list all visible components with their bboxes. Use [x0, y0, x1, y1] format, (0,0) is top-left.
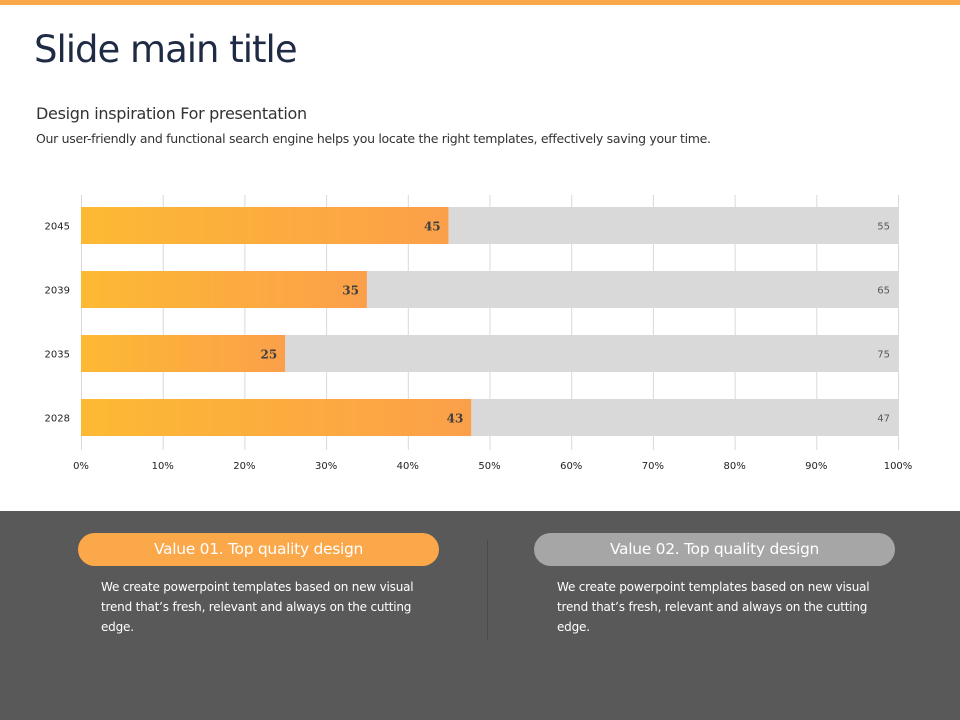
data-label-series1: 35	[342, 284, 359, 298]
x-tick-label: 100%	[884, 461, 913, 472]
x-tick-label: 90%	[805, 461, 827, 472]
y-category-label: 2039	[45, 286, 70, 297]
x-tick-label: 60%	[560, 461, 582, 472]
top-accent-bar	[0, 0, 960, 5]
x-tick-label: 0%	[73, 461, 89, 472]
value-02-text: We create powerpoint templates based on …	[557, 580, 870, 634]
data-label-series1: 25	[261, 348, 278, 362]
y-category-label: 2035	[45, 350, 70, 361]
data-label-series1: 43	[447, 412, 464, 426]
values-section: Value 01. Top quality design We create p…	[0, 511, 960, 720]
data-label-series1: 45	[424, 220, 441, 234]
bar-series1-2035	[81, 335, 286, 372]
description: Our user-friendly and functional search …	[36, 131, 711, 146]
value-02-label: Value 02. Top quality design	[534, 533, 895, 566]
x-tick-label: 40%	[397, 461, 419, 472]
x-tick-label: 70%	[642, 461, 664, 472]
bar-series1-2045	[81, 207, 449, 244]
value-01-text: We create powerpoint templates based on …	[101, 580, 414, 634]
bar-series1-2028	[81, 399, 472, 436]
page-title: Slide main title	[34, 28, 298, 71]
x-tick-label: 30%	[315, 461, 337, 472]
y-category-label: 2045	[45, 222, 70, 233]
x-tick-label: 80%	[723, 461, 745, 472]
stacked-bar-chart: 0% 10% 20% 30% 40% 50% 60% 70% 80% 90% 100% 2045 45 5…	[45, 195, 913, 472]
data-label-series2: 55	[877, 222, 890, 233]
bar-series2-2035	[285, 335, 898, 372]
bar-series2-2028	[471, 399, 898, 436]
bar-series2-2039	[366, 271, 898, 308]
data-label-series2: 75	[877, 350, 890, 361]
subtitle: Design inspiration For presentation	[36, 104, 307, 123]
section-divider	[487, 540, 488, 640]
data-label-series2: 47	[877, 414, 890, 425]
x-tick-label: 20%	[233, 461, 255, 472]
data-label-series2: 65	[877, 286, 890, 297]
x-tick-label: 50%	[478, 461, 500, 472]
value-01-label: Value 01. Top quality design	[78, 533, 439, 566]
bar-series2-2045	[448, 207, 898, 244]
x-tick-label: 10%	[152, 461, 174, 472]
y-category-label: 2028	[45, 414, 70, 425]
bar-series1-2039	[81, 271, 367, 308]
